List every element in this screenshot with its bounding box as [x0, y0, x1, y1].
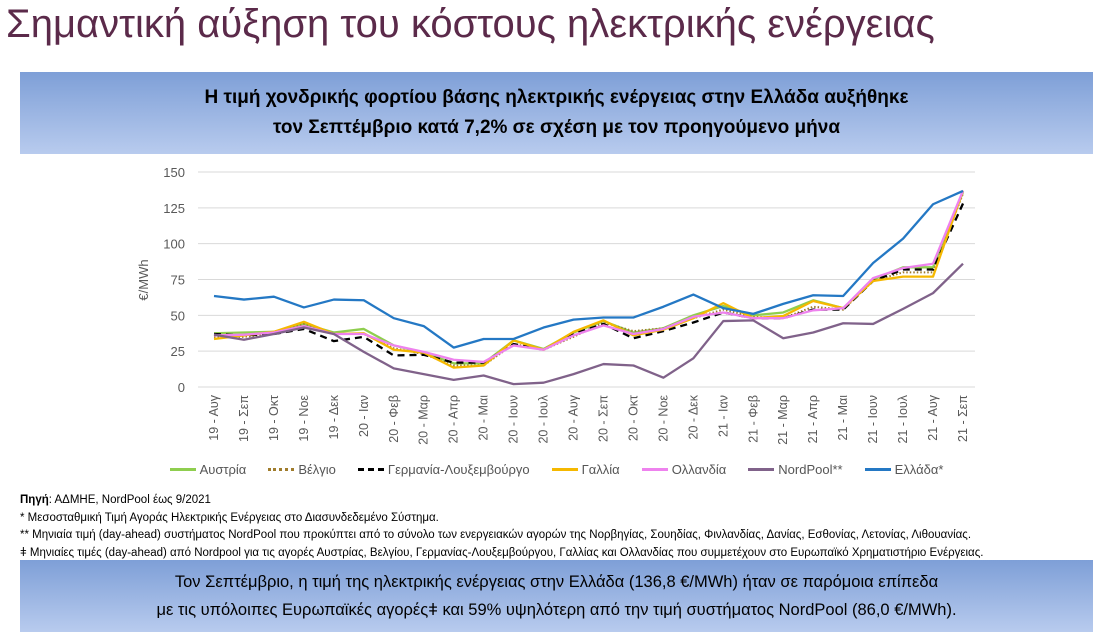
source-note: Πηγή: ΑΔΜΗΕ, NordPool έως 9/2021	[20, 492, 983, 510]
x-tick-label: 19 - Αυγ	[207, 394, 221, 440]
legend-swatch	[551, 468, 578, 471]
x-tick-label: 21 - Ιουν	[866, 395, 880, 444]
legend-item: Γερμανία-Λουξεμβούργο	[357, 462, 530, 477]
line-chart: 0 25 50 75 100 125 150 €/MWh 19 - Αυγ 19 - Σεπ 19 …	[136, 165, 975, 445]
legend-label: Αυστρία	[199, 462, 247, 477]
x-tick-label: 21 - Μαι	[836, 395, 850, 441]
y-tick-label: 150	[163, 165, 185, 180]
y-tick-label: 75	[171, 273, 185, 288]
x-tick-label: 21 - Φεβ	[746, 395, 760, 443]
legend-label: Γερμανία-Λουξεμβούργο	[387, 462, 530, 477]
x-tick-label: 20 - Μαι	[477, 395, 491, 441]
legend-item: NordPool**	[748, 462, 843, 477]
x-tick-label: 20 - Αυγ	[567, 394, 581, 440]
legend-label: Γαλλία	[581, 462, 620, 477]
y-tick-label: 125	[163, 201, 185, 216]
chart-legend: Αυστρία Βέλγιο Γερμανία-Λουξεμβούργο Γαλλία…	[0, 462, 1113, 477]
x-tick-label: 20 - Ιουλ	[537, 394, 551, 443]
y-tick-label: 100	[163, 237, 185, 252]
legend-item: Αυστρία	[169, 462, 247, 477]
y-axis-label: €/MWh	[136, 259, 151, 300]
x-tick-label: 21 - Ιουλ	[896, 394, 910, 443]
legend-label: Βέλγιο	[298, 462, 336, 477]
y-tick-label: 50	[171, 308, 185, 323]
source-text: : ΑΔΜΗΕ, NordPool έως 9/2021	[48, 494, 211, 506]
x-tick-label: 20 - Μαρ	[417, 395, 431, 445]
x-tick-label: 20 - Οκτ	[626, 395, 640, 441]
x-tick-label: 20 - Ιουν	[507, 395, 521, 444]
series-line	[213, 262, 964, 386]
legend-swatch	[864, 468, 891, 471]
legend-swatch	[169, 468, 196, 471]
x-tick-label: 20 - Φεβ	[387, 395, 401, 443]
legend-item: Βέλγιο	[268, 462, 336, 477]
legend-item: Γαλλία	[551, 462, 620, 477]
x-tick-label: 21 - Σεπ	[956, 395, 970, 442]
x-tick-label: 21 - Απρ	[806, 395, 820, 443]
x-tick-label: 19 - Νοε	[297, 395, 311, 442]
headline-box: Η τιμή χονδρικής φορτίου βάσης ηλεκτρική…	[20, 72, 1093, 154]
x-tick-label: 19 - Δεκ	[327, 394, 341, 439]
legend-label: Ελλάδα*	[894, 462, 944, 477]
legend-item: Ολλανδία	[641, 462, 727, 477]
x-tick-label: 21 - Μαρ	[776, 395, 790, 445]
source-label: Πηγή	[20, 494, 49, 506]
conclusion-line-2: με τις υπόλοιπες Ευρωπαϊκές αγορέςǂ και …	[156, 601, 957, 619]
series-line	[213, 189, 964, 349]
page-title: Σημαντική αύξηση του κόστους ηλεκτρικής …	[6, 2, 935, 46]
x-tick-label: 20 - Δεκ	[686, 394, 700, 439]
headline-line-2: τον Σεπτέμβριο κατά 7,2% σε σχέση με τον…	[272, 117, 841, 138]
footnotes: Πηγή: ΑΔΜΗΕ, NordPool έως 9/2021 * Μεσοσ…	[20, 492, 983, 562]
legend-swatch	[641, 468, 668, 471]
legend-item: Ελλάδα*	[864, 462, 944, 477]
legend-swatch	[357, 468, 384, 471]
legend-swatch	[268, 468, 295, 471]
headline-line-1: Η τιμή χονδρικής φορτίου βάσης ηλεκτρική…	[204, 87, 909, 108]
x-tick-label: 20 - Νοε	[656, 395, 670, 442]
x-tick-label: 21 - Αυγ	[926, 394, 940, 440]
legend-label: NordPool**	[778, 462, 843, 477]
legend-label: Ολλανδία	[671, 462, 727, 477]
y-tick-label: 25	[171, 344, 185, 359]
footnote-1: * Μεσοσταθμική Τιμή Αγοράς Ηλεκτρικής Εν…	[20, 511, 439, 524]
conclusion-box: Τον Σεπτέμβριο, η τιμή της ηλεκτρικής εν…	[20, 560, 1093, 632]
series-line	[213, 203, 965, 364]
x-tick-label: 20 - Απρ	[447, 395, 461, 443]
y-tick-label: 0	[178, 380, 185, 395]
footnote-2: ** Μηνιαία τιμή (day-ahead) συστήματος N…	[20, 529, 972, 541]
x-tick-label: 20 - Σεπ	[596, 395, 610, 442]
x-tick-label: 20 - Ιαν	[357, 395, 371, 437]
conclusion-line-1: Τον Σεπτέμβριο, η τιμή της ηλεκτρικής εν…	[174, 573, 939, 591]
x-tick-label: 19 - Σεπ	[237, 395, 251, 442]
legend-swatch	[748, 468, 775, 471]
series-line	[213, 190, 965, 364]
footnote-3: ǂ Μηνιαίες τιμές (day-ahead) από Nordpoo…	[20, 546, 984, 559]
x-tick-label: 19 - Οκτ	[267, 395, 281, 441]
x-tick-label: 21 - Ιαν	[716, 395, 730, 437]
